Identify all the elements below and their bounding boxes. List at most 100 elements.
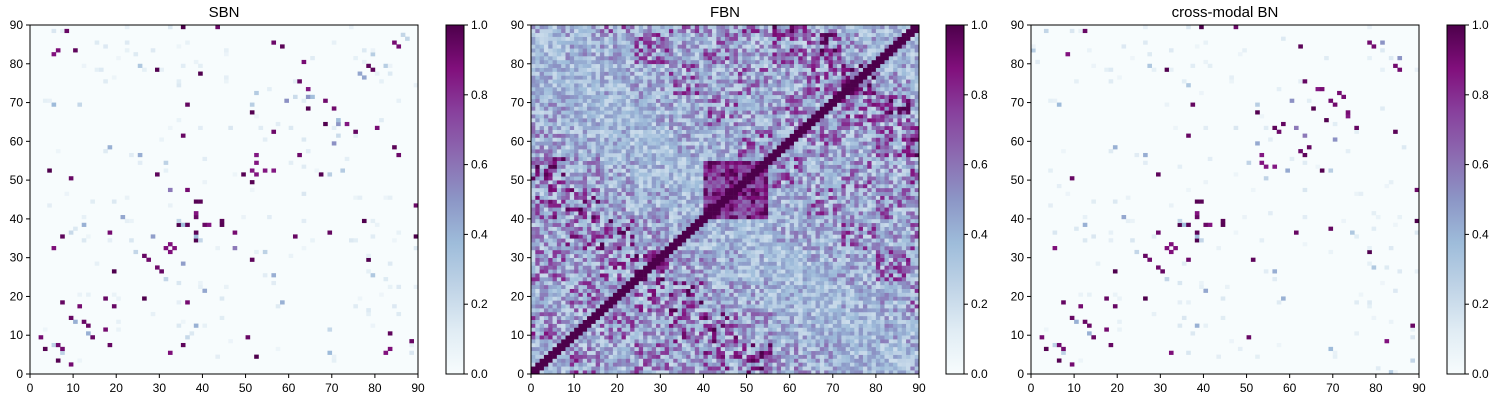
heatmap-cell bbox=[694, 222, 700, 227]
heatmap-cell bbox=[539, 230, 545, 235]
heatmap-cell bbox=[699, 300, 704, 305]
heatmap-cell bbox=[768, 253, 773, 258]
heatmap-cell bbox=[604, 327, 609, 332]
heatmap-cell bbox=[556, 346, 562, 352]
heatmap-cell bbox=[806, 199, 812, 204]
heatmap-cell bbox=[673, 280, 678, 286]
heatmap-cell bbox=[841, 370, 847, 375]
heatmap-cell bbox=[819, 249, 825, 255]
heatmap-cell bbox=[591, 253, 596, 258]
heatmap-cell bbox=[875, 218, 881, 224]
heatmap-cell bbox=[634, 195, 640, 200]
heatmap-cell bbox=[638, 207, 644, 212]
heatmap-cell bbox=[871, 288, 877, 293]
heatmap-cell bbox=[888, 339, 894, 344]
heatmap-cell bbox=[643, 296, 648, 301]
heatmap-cell bbox=[798, 288, 803, 293]
heatmap-cell bbox=[897, 319, 903, 324]
heatmap-cell bbox=[301, 246, 307, 251]
heatmap-cell bbox=[742, 176, 747, 181]
heatmap-cell bbox=[660, 265, 665, 270]
heatmap-cell bbox=[690, 311, 696, 317]
heatmap-cell bbox=[595, 308, 601, 313]
heatmap-cell bbox=[664, 358, 670, 363]
heatmap-cell bbox=[673, 370, 678, 375]
heatmap-cell bbox=[621, 215, 627, 220]
heatmap-cell bbox=[694, 269, 700, 274]
heatmap-cell bbox=[625, 366, 631, 371]
heatmap-cell bbox=[673, 335, 678, 340]
heatmap-cell bbox=[725, 215, 730, 220]
heatmap-cell bbox=[625, 308, 631, 313]
heatmap-cell bbox=[781, 203, 786, 208]
heatmap-cell bbox=[841, 230, 847, 235]
heatmap-cell bbox=[763, 246, 769, 251]
heatmap-cell bbox=[845, 226, 851, 231]
heatmap-cell bbox=[535, 288, 540, 293]
heatmap-cell bbox=[694, 195, 700, 200]
heatmap-cell bbox=[686, 327, 691, 332]
heatmap-cell bbox=[647, 346, 653, 352]
heatmap-cell bbox=[599, 230, 605, 235]
heatmap-cell bbox=[694, 230, 700, 235]
heatmap-cell bbox=[578, 211, 584, 216]
heatmap-cell bbox=[612, 366, 618, 371]
heatmap-cell bbox=[763, 319, 769, 324]
heatmap-cell bbox=[569, 366, 575, 371]
heatmap-cell bbox=[617, 180, 622, 185]
heatmap-cell bbox=[802, 300, 808, 305]
heatmap-cell bbox=[772, 339, 778, 344]
heatmap-cell bbox=[729, 346, 734, 352]
heatmap-cell bbox=[720, 218, 726, 224]
heatmap-cell bbox=[867, 339, 872, 344]
heatmap-cell bbox=[262, 137, 268, 142]
heatmap-cell bbox=[608, 339, 614, 344]
heatmap-cell bbox=[824, 366, 829, 371]
heatmap-cell bbox=[561, 230, 566, 235]
heatmap-cell bbox=[535, 331, 540, 336]
heatmap-cell bbox=[862, 366, 868, 371]
heatmap-cell bbox=[880, 308, 885, 313]
heatmap-cell bbox=[763, 180, 769, 185]
heatmap-cell bbox=[608, 335, 614, 340]
heatmap-cell bbox=[737, 280, 743, 286]
heatmap-cell bbox=[729, 269, 734, 274]
heatmap-cell bbox=[548, 315, 553, 321]
heatmap-cell bbox=[850, 296, 855, 301]
heatmap-cell bbox=[535, 249, 540, 255]
heatmap-cell bbox=[608, 222, 614, 227]
heatmap-cell bbox=[574, 265, 579, 270]
heatmap-cell bbox=[77, 292, 83, 297]
heatmap-cell bbox=[625, 304, 631, 309]
heatmap-cell bbox=[841, 319, 847, 324]
heatmap-cell bbox=[854, 342, 859, 348]
heatmap-cell bbox=[548, 226, 553, 231]
heatmap-cell bbox=[897, 335, 903, 340]
heatmap-cell bbox=[103, 327, 108, 332]
heatmap-cell bbox=[720, 261, 726, 266]
heatmap-cell bbox=[699, 370, 704, 375]
heatmap-cell bbox=[608, 346, 614, 352]
heatmap-cell bbox=[651, 257, 657, 262]
heatmap-cell bbox=[737, 331, 743, 336]
heatmap-cell bbox=[733, 222, 739, 227]
heatmap-cell bbox=[81, 319, 87, 324]
heatmap-cell bbox=[595, 292, 601, 297]
heatmap-cell bbox=[858, 280, 864, 286]
heatmap-cell bbox=[742, 308, 747, 313]
heatmap-cell bbox=[750, 199, 756, 204]
heatmap-cell bbox=[742, 331, 747, 336]
heatmap-cell bbox=[582, 300, 588, 305]
heatmap-cell bbox=[574, 249, 579, 255]
heatmap-cell bbox=[759, 346, 765, 352]
heatmap-cell bbox=[543, 362, 549, 367]
heatmap-cell bbox=[742, 180, 747, 185]
heatmap-cell bbox=[565, 172, 571, 177]
heatmap-cell bbox=[888, 261, 894, 266]
heatmap-cell bbox=[677, 172, 683, 177]
heatmap-cell bbox=[617, 187, 622, 193]
heatmap-cell bbox=[802, 339, 808, 344]
heatmap-cell bbox=[612, 183, 618, 189]
heatmap-cell bbox=[768, 180, 773, 185]
heatmap-cell bbox=[582, 187, 588, 193]
